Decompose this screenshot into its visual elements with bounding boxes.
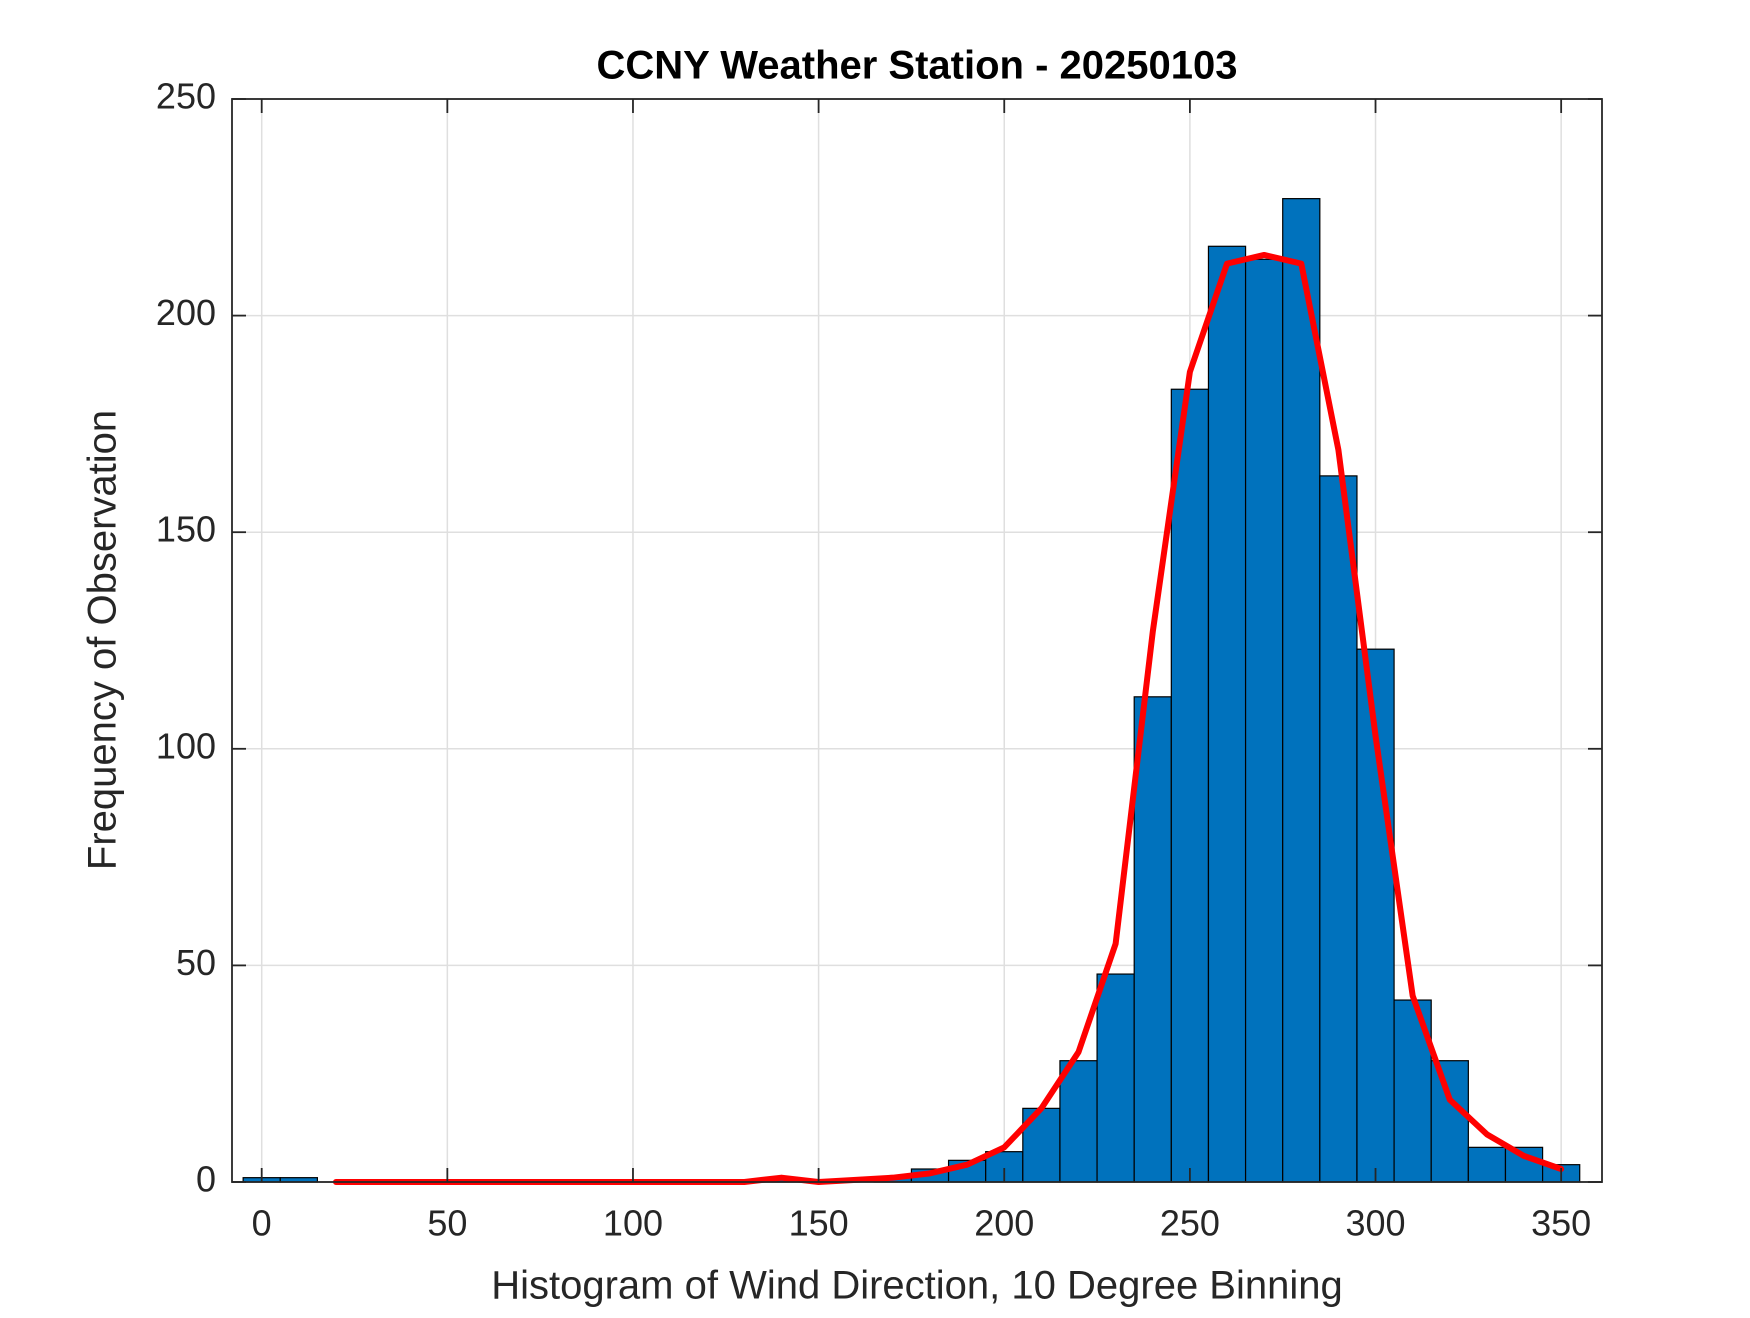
x-tick-label: 150	[789, 1203, 849, 1244]
bar	[1430, 1060, 1469, 1183]
y-tick-label: 0	[196, 1159, 216, 1200]
bar	[1133, 696, 1172, 1183]
bar	[1170, 388, 1210, 1183]
y-tick-label: 250	[156, 76, 216, 117]
y-axis-label: Frequency of Observation	[81, 410, 125, 870]
y-tick-label: 50	[176, 942, 216, 983]
bar	[1244, 258, 1284, 1183]
x-tick-label: 200	[974, 1203, 1034, 1244]
x-tick-label: 0	[252, 1203, 272, 1244]
chart-title: CCNY Weather Station - 20250103	[597, 44, 1238, 88]
x-tick-label: 100	[603, 1203, 663, 1244]
x-tick-label: 250	[1160, 1203, 1220, 1244]
bar	[1059, 1060, 1098, 1183]
x-tick-label: 350	[1531, 1203, 1591, 1244]
x-tick-label: 50	[427, 1203, 467, 1244]
bar	[1467, 1146, 1507, 1183]
x-tick-label: 300	[1345, 1203, 1405, 1244]
bar	[1207, 245, 1247, 1183]
y-tick-label: 200	[156, 292, 216, 333]
bar	[1282, 198, 1321, 1183]
y-tick-label: 150	[156, 509, 216, 550]
x-axis-label: Histogram of Wind Direction, 10 Degree B…	[491, 1264, 1343, 1308]
bar	[1319, 475, 1358, 1183]
bar	[1096, 973, 1135, 1183]
y-tick-label: 100	[156, 725, 216, 766]
axes-box	[231, 98, 1603, 1183]
